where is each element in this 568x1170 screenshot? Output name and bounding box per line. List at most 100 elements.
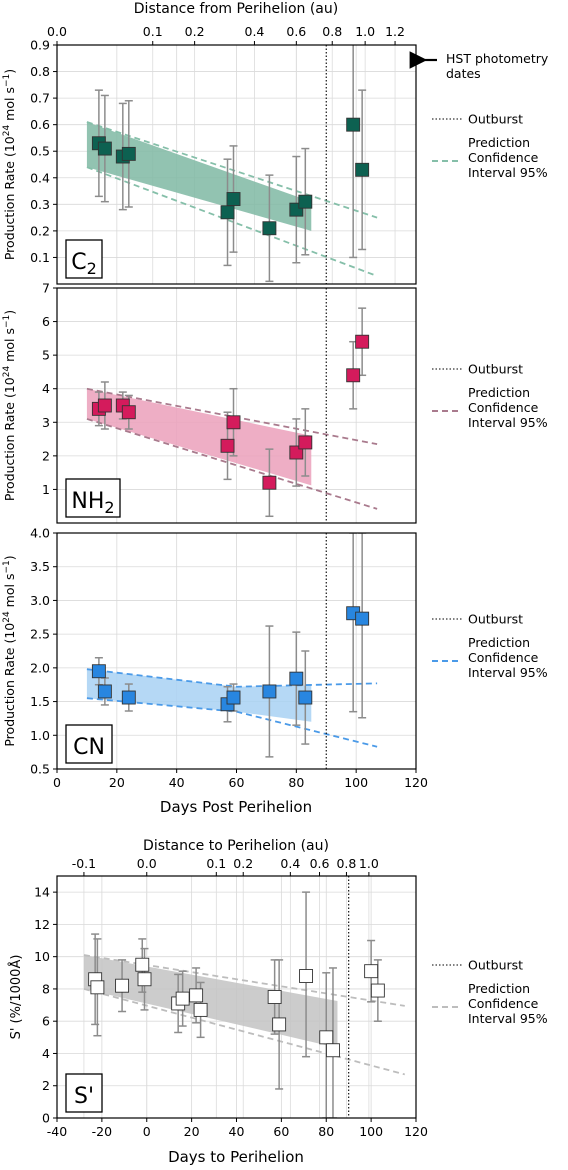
y-label-part: Production Rate (10 [2,623,17,747]
y-tick-label: 14 [34,885,50,900]
data-point [220,205,235,220]
data-point [115,978,130,993]
y-tick-label: 10 [34,949,50,964]
plot-area [83,891,406,1118]
y-tick-label: 5 [42,348,50,363]
y-tick-label: 1.5 [30,694,50,709]
y-tick-label: 12 [34,917,50,932]
legend-prediction-label-line: Confidence [468,996,539,1011]
prediction-lower-line [86,418,378,510]
legend-prediction-label: Prediction Confidence Interval 95% [468,635,548,680]
legend-prediction-label: Prediction Confidence Interval 95% [468,135,548,180]
y-label-part: ) [2,555,17,560]
data-point [267,990,282,1004]
top-axis-label: Distance from Perihelion (au) [134,1,338,17]
sprime-top-tick-label: 0.2 [233,856,253,871]
badge-subscript: 2 [87,259,97,278]
sprime-bottom-tick-label: 120 [404,1124,428,1139]
data-point [298,194,313,209]
sprime-bottom-tick-label: 20 [184,1124,200,1139]
y-tick-label: 0.8 [30,64,50,79]
species-badge: CN [65,724,113,764]
y-tick-label: 6 [42,314,50,329]
bottom-days-axis: Days Post Perihelion 0 20 40 60 80 100 120 [53,769,428,816]
data-point [226,415,241,430]
data-point [175,991,190,1006]
markers [88,957,385,1058]
y-tick-label: 4 [42,1046,50,1061]
data-point [135,957,150,972]
y-tick-label: 4.0 [30,526,50,541]
y-label-part: Production Rate (10 [2,377,17,501]
sprime-top-tick-label: 0.1 [206,856,226,871]
top-distance-axis: Distance from Perihelion (au) 0.0 0.1 0.2 0… [47,1,405,45]
data-point [319,1030,334,1045]
data-point [298,690,313,705]
y-tick-label: 0.6 [30,117,50,132]
sprime-top-axis-label: Distance to Perihelion (au) [143,838,329,854]
y-tick-label: 6 [42,1014,50,1029]
markers [91,334,370,490]
y-tick-label: 1.0 [30,728,50,743]
data-point [90,980,105,995]
legend-prediction-label-line: Prediction [468,635,530,650]
data-point [355,162,370,177]
bottom-tick-label: 100 [344,775,368,790]
top-tick-label: 0.0 [47,24,67,39]
y-tick-label: 0.1 [30,250,50,265]
data-point [189,988,204,1003]
y-tick-label: 2 [42,1078,50,1093]
y-tick-label: 3.0 [30,593,50,608]
legend-prediction-label-line: Confidence [468,400,539,415]
panel-c2: 0.1 0.2 0.3 0.4 0.5 0.6 0.7 0.8 0.9 Outburst Predi… [2,38,548,285]
sprime-bottom-tick-label: 60 [273,1124,289,1139]
panel-s-prime: 0 2 4 6 8 10 12 14 Outburst Prediction Confidence I… [8,838,548,1166]
legend-prediction-label-line: Prediction [468,981,530,996]
legend-prediction-label-line: Prediction [468,135,530,150]
y-label-part: ) [2,310,17,315]
bottom-tick-label: 60 [229,775,245,790]
y-label-part: mol s [2,328,17,366]
prediction-lower-line [86,166,378,277]
data-point [220,438,235,453]
bottom-tick-label: 120 [404,775,428,790]
legend-prediction-label-line: Confidence [468,650,539,665]
data-point [97,398,112,413]
sprime-bottom-tick-label: 100 [359,1124,383,1139]
sprime-bottom-tick-label: 40 [229,1124,245,1139]
data-point [262,221,277,236]
sprime-ylabel: S' (%/1000Å) [8,955,24,1040]
y-label-part: mol s [2,574,17,612]
y-label-part: mol s [2,87,17,125]
y-axis-label: Production Rate (1024 mol s−1) [2,310,17,501]
data-point [298,435,313,450]
sprime-top-tick-label: 0.8 [336,856,356,871]
y-tick-label: 8 [42,981,50,996]
y-tick-label: 0.3 [30,197,50,212]
data-point [272,1017,287,1032]
top-tick-label: 1.2 [385,24,405,39]
legend: Outburst Prediction Confidence Interval 95% [432,362,548,430]
legend-prediction-label-line: Confidence [468,150,539,165]
data-point [97,684,112,699]
data-point [370,983,385,998]
hst-photometry-note: HST photometry dates [409,51,549,81]
data-point [364,964,379,979]
y-tick-label: 0.7 [30,91,50,106]
data-point [346,368,361,383]
badge-text: NH2 [71,489,114,517]
bottom-tick-label: 80 [288,775,304,790]
top-tick-label: 0.8 [322,24,342,39]
sprime-top-tick-label: 0.4 [280,856,300,871]
bottom-xlabel: Days Post Perihelion [160,798,312,816]
y-tick-label: 3 [42,415,50,430]
sprime-bottom-tick-label: -20 [92,1124,112,1139]
hst-note-line-line: HST photometry [446,51,549,66]
legend: Outburst Prediction Confidence Interval 95% [432,958,548,1026]
top-tick-label: 0.1 [143,24,163,39]
badge-box [65,478,121,518]
top-tick-label: 0.4 [245,24,265,39]
sprime-xlabel: Days to Perihelion [168,1148,304,1166]
y-tick-label: 3.5 [30,559,50,574]
y-tick-label: 1 [42,482,50,497]
